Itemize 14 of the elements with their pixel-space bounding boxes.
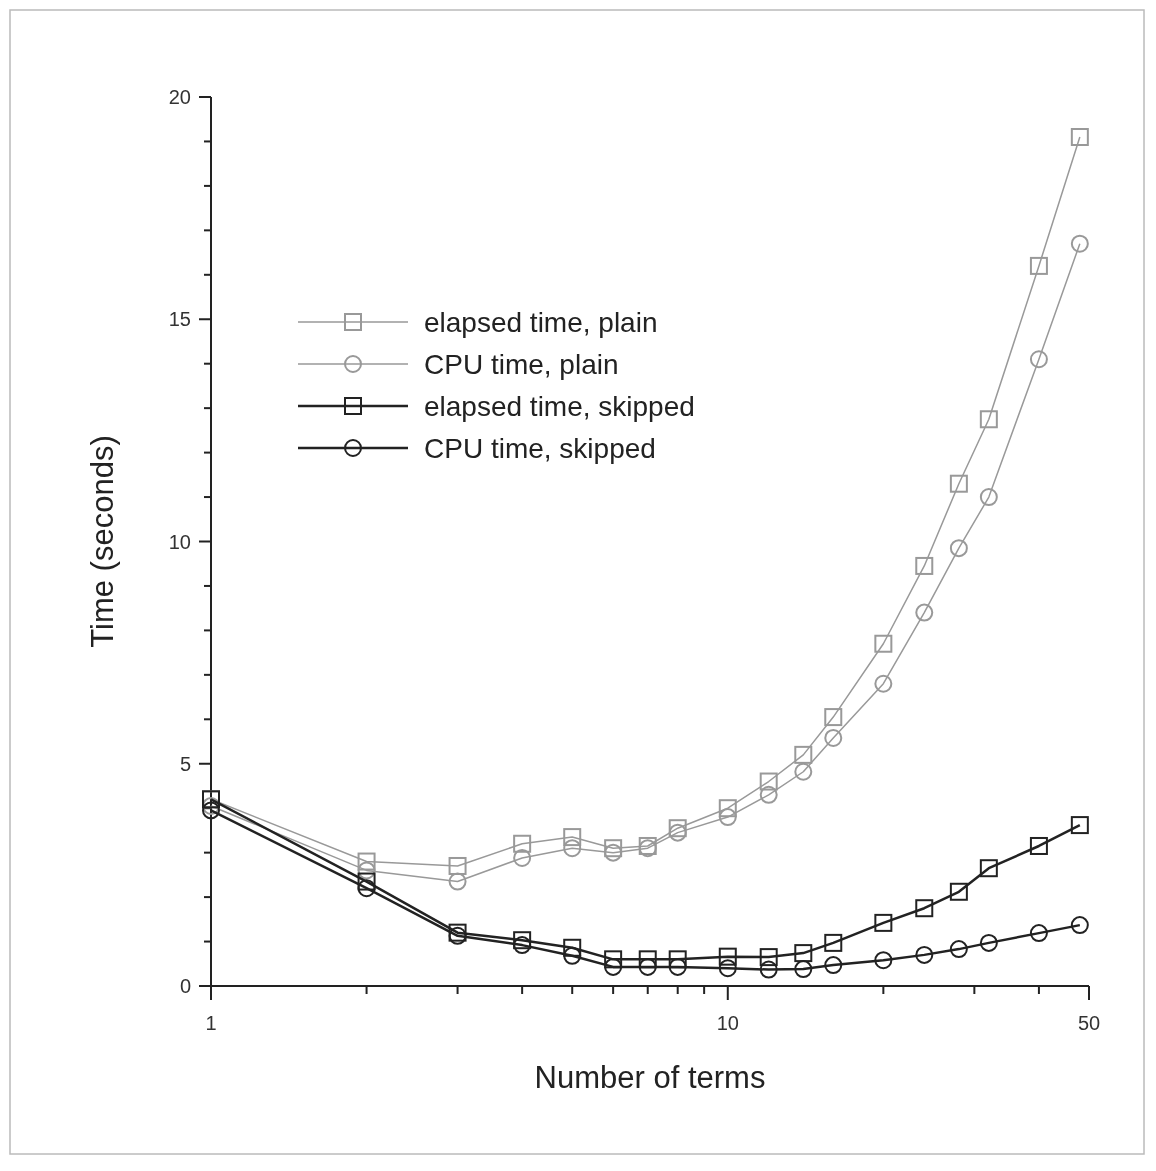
y-tick-label: 20 <box>168 86 191 108</box>
x-axis-title: Number of terms <box>534 1060 766 1095</box>
legend-label: CPU time, skipped <box>424 432 656 464</box>
legend-label: CPU time, plain <box>424 348 619 380</box>
legend-label: elapsed time, skipped <box>424 390 695 422</box>
x-tick-label: 10 <box>716 1012 739 1034</box>
y-tick-label: 0 <box>179 975 191 997</box>
y-tick-label: 10 <box>168 530 191 553</box>
legend-label: elapsed time, plain <box>424 306 658 338</box>
y-axis-title: Time (seconds) <box>85 435 120 648</box>
x-tick-label: 1 <box>205 1012 217 1034</box>
y-tick-label: 15 <box>168 308 191 331</box>
y-tick-label: 5 <box>179 752 191 775</box>
x-tick-label: 50 <box>1077 1012 1101 1034</box>
